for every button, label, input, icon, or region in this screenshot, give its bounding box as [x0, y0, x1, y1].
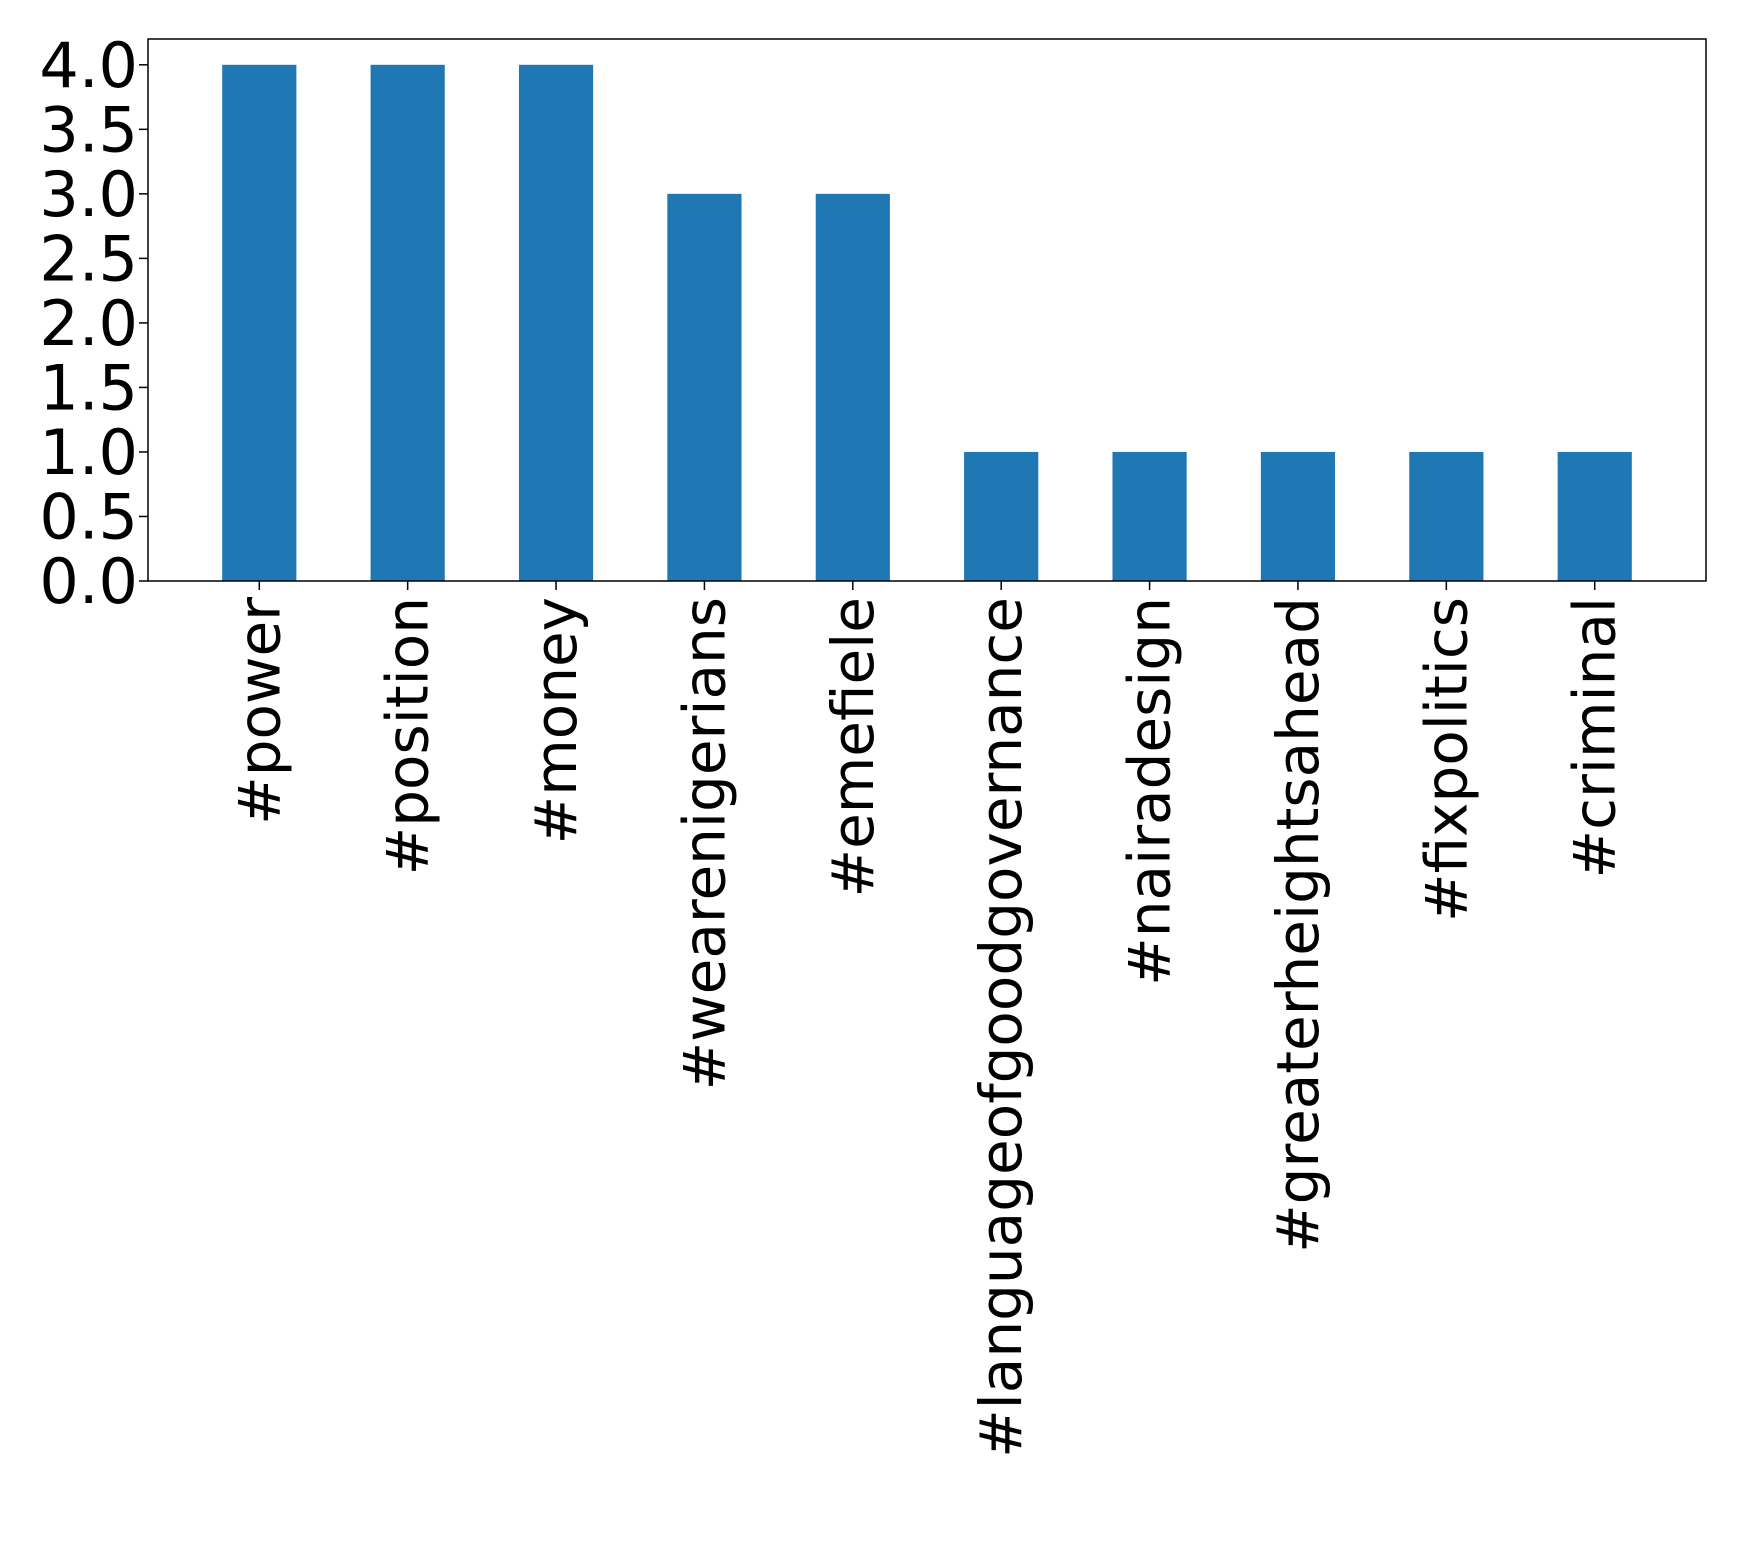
x-tick-label: #power — [225, 597, 293, 825]
y-tick-label: 2.0 — [39, 287, 138, 360]
x-tick-label: #emefiele — [819, 597, 887, 897]
y-tick-label: 3.0 — [39, 158, 138, 231]
y-tick-label: 4.0 — [39, 29, 138, 102]
y-tick-label: 3.5 — [39, 93, 138, 166]
bar-wearenigerians — [667, 193, 742, 581]
bar-power — [222, 64, 297, 582]
plot-frame — [147, 38, 1707, 582]
x-tick-label: #money — [522, 597, 590, 844]
y-tick-label: 1.5 — [39, 351, 138, 424]
bar-fixpolitics — [1409, 451, 1484, 581]
y-tick-label: 0.0 — [39, 545, 138, 618]
x-tick-label: #nairadesign — [1116, 597, 1184, 986]
bar-languageofgoodgovernance — [964, 451, 1039, 581]
bar-position — [370, 64, 445, 582]
bar-nairadesign — [1112, 451, 1187, 581]
y-tick-label: 1.0 — [39, 416, 138, 489]
x-axis: #power #position #money #wearenigerians #eme… — [225, 581, 1629, 1458]
bar-criminal — [1557, 451, 1632, 581]
x-tick-label: #wearenigerians — [670, 597, 738, 1090]
y-tick-label: 2.5 — [39, 222, 138, 295]
x-tick-label: #greaterheightsahead — [1264, 597, 1332, 1253]
x-tick-label: #position — [374, 597, 442, 875]
y-axis: 0.00.51.01.52.02.53.03.54.0 — [39, 29, 148, 618]
bars-group — [222, 64, 1632, 582]
bar-emefiele — [815, 193, 890, 581]
x-tick-label: #criminal — [1561, 597, 1629, 878]
x-tick-label: #fixpolitics — [1412, 597, 1480, 922]
y-tick-label: 0.5 — [39, 480, 138, 553]
x-tick-label: #languageofgoodgovernance — [967, 597, 1035, 1458]
bar-greaterheightsahead — [1260, 451, 1336, 581]
bar-money — [518, 64, 594, 582]
